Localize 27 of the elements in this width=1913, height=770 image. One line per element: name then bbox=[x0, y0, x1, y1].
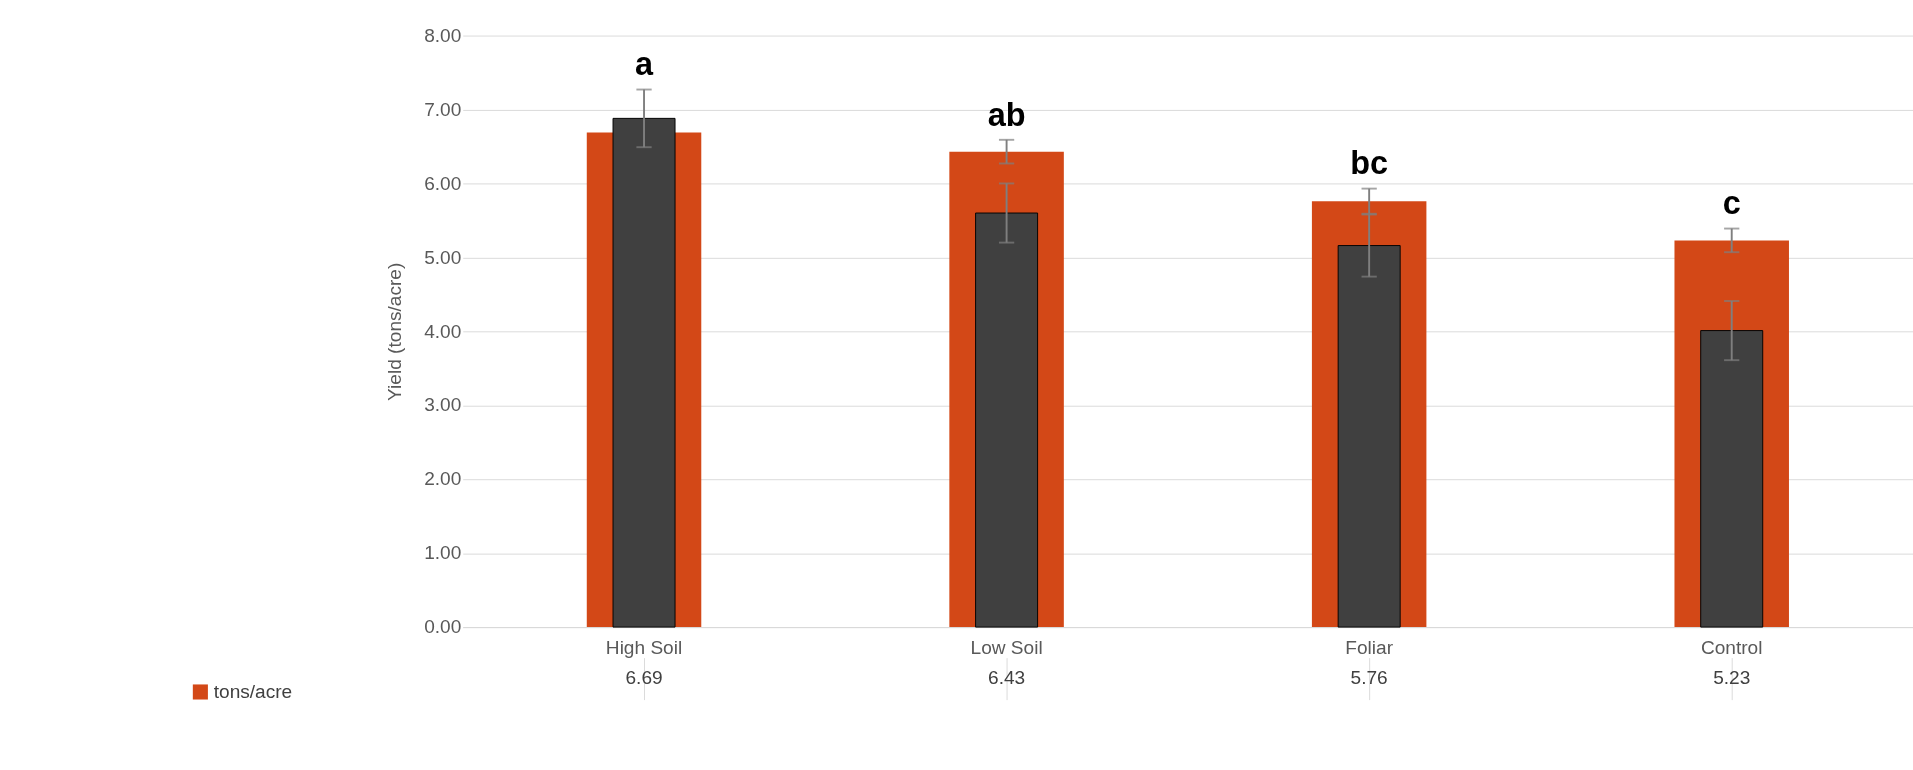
bar bbox=[612, 117, 676, 628]
annotation: bc bbox=[1350, 145, 1389, 182]
annotation: ab bbox=[987, 96, 1026, 133]
x-tick-label: High Soil bbox=[605, 637, 683, 659]
y-tick-label: 8.00 bbox=[424, 24, 462, 46]
data-label: 5.76 bbox=[1350, 667, 1388, 689]
x-tick-label: Control bbox=[1700, 637, 1763, 659]
bar bbox=[1337, 245, 1401, 628]
annotation: c bbox=[1722, 185, 1741, 222]
y-tick-label: 3.00 bbox=[424, 394, 462, 416]
y-tick-label: 2.00 bbox=[424, 468, 462, 490]
data-label: 6.43 bbox=[988, 667, 1026, 689]
y-tick-label: 7.00 bbox=[424, 98, 462, 120]
annotation: a bbox=[635, 46, 654, 83]
x-tick-label: Foliar bbox=[1345, 637, 1394, 659]
y-tick-label: 0.00 bbox=[424, 616, 462, 638]
x-tick-label: Low Soil bbox=[970, 637, 1043, 659]
y-tick-label: 6.00 bbox=[424, 172, 462, 194]
y-tick-label: 1.00 bbox=[424, 542, 462, 564]
data-label: 5.23 bbox=[1713, 667, 1751, 689]
y-tick-label: 5.00 bbox=[424, 246, 462, 268]
bar bbox=[1700, 330, 1764, 628]
legend-label: tons/acre bbox=[213, 680, 293, 702]
data-label: 6.69 bbox=[625, 667, 663, 689]
y-axis-title: Yield (tons/acre) bbox=[384, 262, 406, 401]
bar bbox=[975, 212, 1039, 628]
y-tick-label: 4.00 bbox=[424, 320, 462, 342]
